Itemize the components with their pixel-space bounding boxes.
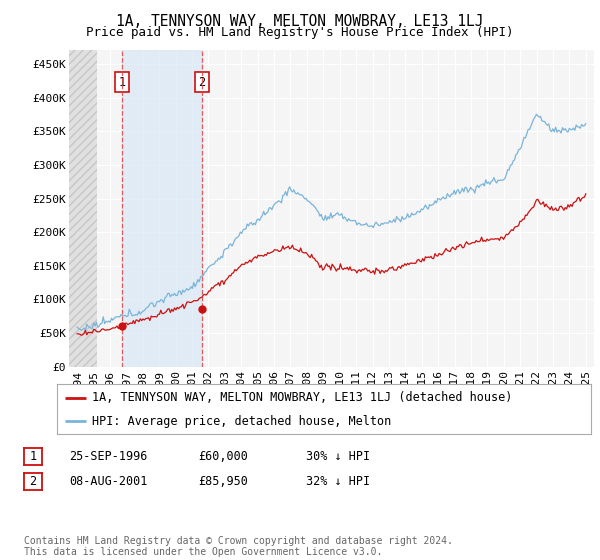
Text: 1: 1 [29, 450, 37, 463]
Text: 32% ↓ HPI: 32% ↓ HPI [306, 475, 370, 488]
Text: 1A, TENNYSON WAY, MELTON MOWBRAY, LE13 1LJ (detached house): 1A, TENNYSON WAY, MELTON MOWBRAY, LE13 1… [92, 391, 512, 404]
Text: Contains HM Land Registry data © Crown copyright and database right 2024.
This d: Contains HM Land Registry data © Crown c… [24, 535, 453, 557]
Text: HPI: Average price, detached house, Melton: HPI: Average price, detached house, Melt… [92, 415, 391, 428]
Text: 2: 2 [199, 76, 205, 88]
Text: Price paid vs. HM Land Registry's House Price Index (HPI): Price paid vs. HM Land Registry's House … [86, 26, 514, 39]
Text: £85,950: £85,950 [198, 475, 248, 488]
Text: 25-SEP-1996: 25-SEP-1996 [69, 450, 148, 463]
Text: 08-AUG-2001: 08-AUG-2001 [69, 475, 148, 488]
Text: 1A, TENNYSON WAY, MELTON MOWBRAY, LE13 1LJ: 1A, TENNYSON WAY, MELTON MOWBRAY, LE13 1… [116, 14, 484, 29]
Bar [122, 50, 202, 367]
Text: £60,000: £60,000 [198, 450, 248, 463]
Text: 2: 2 [29, 475, 37, 488]
Text: 30% ↓ HPI: 30% ↓ HPI [306, 450, 370, 463]
Text: 1: 1 [118, 76, 125, 88]
